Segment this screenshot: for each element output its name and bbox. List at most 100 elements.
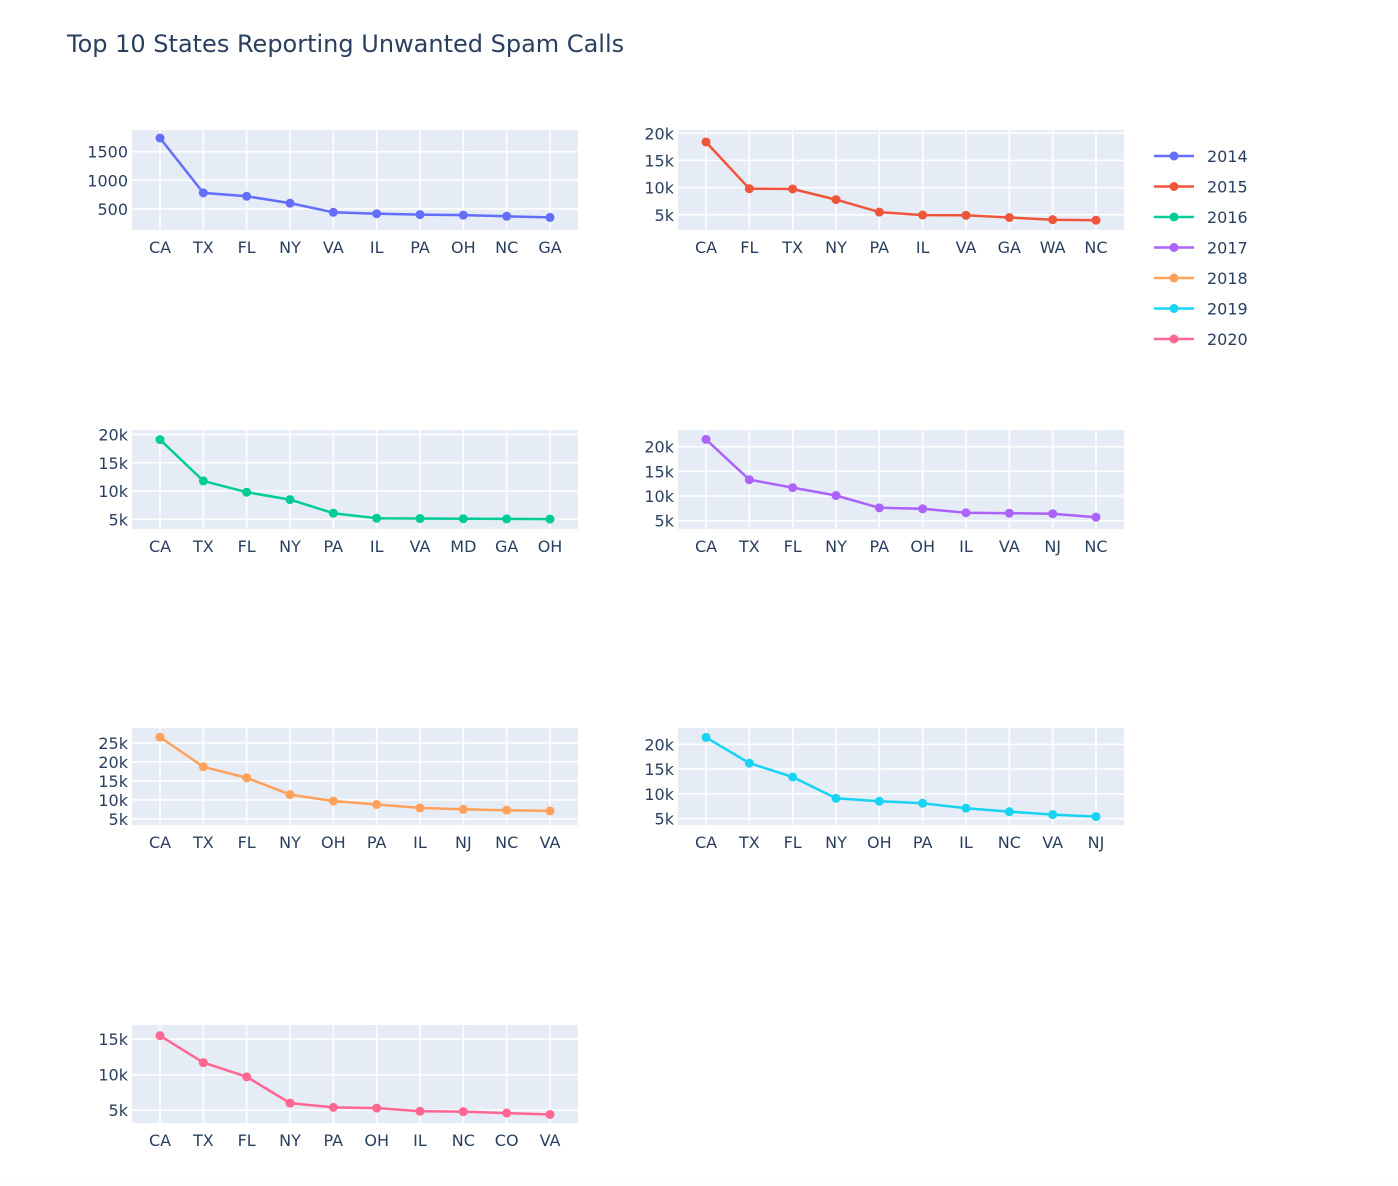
data-point[interactable]: [198, 188, 208, 198]
data-point[interactable]: [328, 508, 338, 518]
data-point[interactable]: [502, 514, 512, 524]
data-point[interactable]: [242, 487, 252, 497]
x-tick-label: VA: [540, 1131, 561, 1150]
data-point[interactable]: [545, 1109, 555, 1119]
data-point[interactable]: [874, 796, 884, 806]
data-point[interactable]: [1091, 215, 1101, 225]
data-point[interactable]: [961, 210, 971, 220]
data-point[interactable]: [831, 793, 841, 803]
data-point[interactable]: [415, 1106, 425, 1116]
x-tick-label: PA: [410, 238, 430, 257]
legend-label: 2017: [1207, 239, 1248, 258]
data-point[interactable]: [545, 212, 555, 222]
data-point[interactable]: [502, 805, 512, 815]
y-tick-label: 15k: [644, 462, 674, 481]
data-point[interactable]: [744, 184, 754, 194]
data-point[interactable]: [701, 732, 711, 742]
data-point[interactable]: [1004, 213, 1014, 222]
data-point[interactable]: [1048, 509, 1058, 519]
data-point[interactable]: [831, 491, 841, 501]
data-point[interactable]: [831, 195, 841, 205]
data-point[interactable]: [458, 210, 468, 220]
data-point[interactable]: [242, 773, 252, 783]
data-point[interactable]: [285, 1098, 295, 1108]
data-point[interactable]: [285, 495, 295, 505]
data-point[interactable]: [415, 803, 425, 813]
data-point[interactable]: [458, 1107, 468, 1117]
data-point[interactable]: [415, 210, 425, 220]
x-tick-label: FL: [740, 238, 758, 257]
y-tick-label: 500: [97, 200, 128, 219]
data-point[interactable]: [372, 513, 382, 523]
data-point[interactable]: [285, 790, 295, 800]
data-point[interactable]: [701, 434, 711, 444]
data-point[interactable]: [155, 133, 165, 143]
legend-item-2015[interactable]: 2015: [1154, 178, 1248, 197]
legend-item-2016[interactable]: 2016: [1154, 208, 1248, 227]
y-tick-label: 10k: [644, 487, 674, 506]
data-point[interactable]: [545, 514, 555, 524]
data-point[interactable]: [155, 1031, 165, 1041]
data-point[interactable]: [328, 207, 338, 217]
data-point[interactable]: [744, 475, 754, 485]
legend[interactable]: 2014 2015 2016 2017 2018 2019 2020: [1154, 147, 1248, 349]
data-point[interactable]: [415, 514, 425, 524]
data-point[interactable]: [155, 732, 165, 742]
data-point[interactable]: [701, 137, 711, 147]
legend-label: 2018: [1207, 269, 1248, 288]
x-tick-label: FL: [238, 238, 256, 257]
legend-label: 2014: [1207, 147, 1248, 166]
data-point[interactable]: [744, 758, 754, 768]
data-point[interactable]: [961, 508, 971, 518]
data-point[interactable]: [198, 476, 208, 486]
legend-item-2017[interactable]: 2017: [1154, 239, 1248, 258]
data-point[interactable]: [372, 209, 382, 219]
data-point[interactable]: [372, 799, 382, 809]
data-point[interactable]: [242, 1072, 252, 1082]
legend-item-2018[interactable]: 2018: [1154, 269, 1248, 288]
data-point[interactable]: [1004, 508, 1014, 518]
data-point[interactable]: [918, 210, 928, 220]
data-point[interactable]: [242, 191, 252, 201]
data-point[interactable]: [458, 514, 468, 524]
x-tick-label: TX: [192, 833, 214, 852]
data-point[interactable]: [458, 804, 468, 814]
legend-item-2019[interactable]: 2019: [1154, 300, 1248, 319]
data-point[interactable]: [502, 211, 512, 221]
subplot-2019: 5k 10k 15k 20k CA TX FL NY OH PA IL NC VA NJ: [644, 728, 1124, 852]
data-point[interactable]: [1091, 512, 1101, 522]
x-tick-label: IL: [916, 238, 930, 257]
x-tick-label: NY: [825, 833, 847, 852]
data-point[interactable]: [918, 504, 928, 514]
x-tick-label: IL: [370, 238, 384, 257]
x-tick-label: OH: [538, 537, 563, 556]
y-tick-label: 15k: [98, 1030, 128, 1049]
data-point[interactable]: [198, 1058, 208, 1068]
x-tick-label: CA: [695, 833, 717, 852]
x-tick-label: NY: [279, 238, 301, 257]
data-point[interactable]: [372, 1103, 382, 1113]
data-point[interactable]: [545, 806, 555, 816]
data-point[interactable]: [918, 798, 928, 808]
x-tick-label: CA: [695, 238, 717, 257]
data-point[interactable]: [328, 796, 338, 806]
legend-item-2020[interactable]: 2020: [1154, 330, 1248, 349]
data-point[interactable]: [1091, 812, 1101, 822]
x-tick-label: FL: [238, 1131, 256, 1150]
data-point[interactable]: [1048, 810, 1058, 820]
data-point[interactable]: [874, 207, 884, 217]
x-tick-label: OH: [321, 833, 346, 852]
data-point[interactable]: [155, 435, 165, 445]
data-point[interactable]: [788, 483, 798, 493]
data-point[interactable]: [1048, 215, 1058, 225]
data-point[interactable]: [502, 1108, 512, 1118]
data-point[interactable]: [961, 803, 971, 813]
data-point[interactable]: [1004, 807, 1014, 817]
data-point[interactable]: [874, 503, 884, 513]
data-point[interactable]: [788, 184, 798, 194]
data-point[interactable]: [328, 1102, 338, 1112]
legend-item-2014[interactable]: 2014: [1154, 147, 1248, 166]
data-point[interactable]: [198, 762, 208, 772]
data-point[interactable]: [788, 772, 798, 782]
data-point[interactable]: [285, 198, 295, 208]
